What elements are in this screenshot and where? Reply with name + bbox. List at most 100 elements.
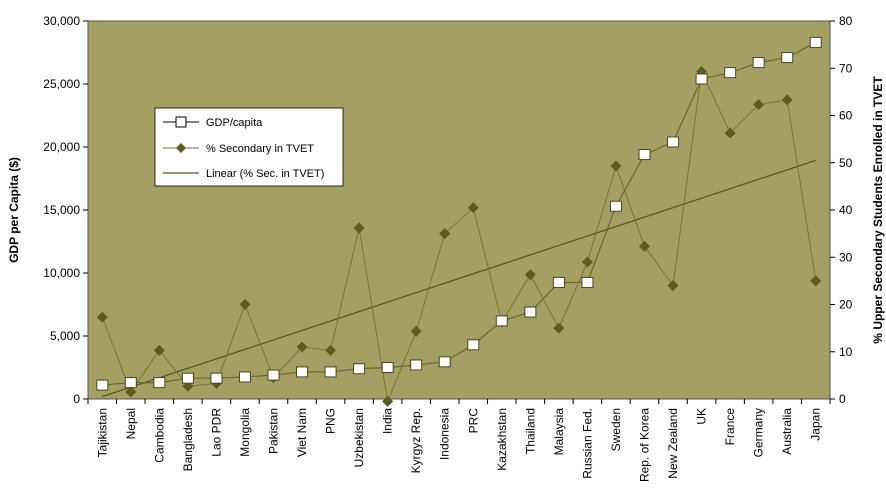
gdp-point bbox=[695, 73, 708, 85]
x-tick-label: France bbox=[723, 408, 737, 446]
x-tick-label: UK bbox=[695, 408, 709, 425]
y-tick-label: 10,000 bbox=[43, 266, 80, 280]
x-tick-label: Germany bbox=[752, 408, 766, 457]
y-tick-label: 30,000 bbox=[43, 14, 80, 28]
y2-tick-label: 20 bbox=[839, 298, 853, 312]
gdp-point bbox=[467, 339, 480, 351]
gdp-point bbox=[238, 371, 251, 383]
x-tick-label: New Zealand bbox=[666, 408, 680, 479]
gdp-point bbox=[495, 315, 508, 327]
x-tick-label: Kyrgyz Rep. bbox=[409, 408, 423, 473]
tvet-point bbox=[410, 325, 422, 337]
tvet-point bbox=[96, 311, 108, 323]
x-tick-label: Indonesia bbox=[438, 408, 452, 460]
y-tick-label: 5,000 bbox=[50, 329, 80, 343]
gdp-point bbox=[410, 359, 423, 371]
y-tick-label: 0 bbox=[73, 392, 80, 406]
tvet-point bbox=[667, 280, 679, 292]
tvet-point bbox=[524, 269, 536, 281]
x-tick-label: Viet Nam bbox=[295, 408, 309, 457]
y-tick-label: 25,000 bbox=[43, 77, 80, 91]
x-tick-label: Mongolia bbox=[238, 408, 252, 457]
y2-tick-label: 10 bbox=[839, 345, 853, 359]
tvet-point bbox=[296, 341, 308, 353]
gdp-point bbox=[210, 372, 223, 384]
tick-labels: 0 5,000 10,000 15,000 20,000 25,000 30,000 0 10 2… bbox=[43, 14, 852, 482]
axes bbox=[83, 20, 835, 404]
legend: GDP/capita % Secondary in TVET Linear (%… bbox=[154, 107, 344, 187]
legend-tvet-marker bbox=[176, 143, 186, 153]
y2-tick-label: 60 bbox=[839, 109, 853, 123]
legend-tvet-label: % Secondary in TVET bbox=[206, 143, 314, 155]
legend-linear-label: Linear (% Sec. in TVET) bbox=[206, 168, 324, 180]
tvet-point bbox=[553, 322, 565, 334]
y2-tick-label: 40 bbox=[839, 203, 853, 217]
x-tick-label: Rep. of Korea bbox=[638, 408, 652, 482]
gdp-point bbox=[267, 369, 280, 381]
gdp-point bbox=[638, 149, 651, 161]
x-tick-label: Nepal bbox=[124, 408, 138, 439]
gdp-point bbox=[524, 306, 537, 318]
tvet-point bbox=[153, 344, 165, 356]
y2-axis-title: % Upper Secondary Students Enrolled in T… bbox=[871, 76, 885, 344]
tvet-point bbox=[467, 202, 479, 214]
tvet-point bbox=[724, 127, 736, 139]
gdp-point bbox=[552, 276, 565, 288]
x-tick-label: Australia bbox=[780, 408, 794, 455]
y-tick-label: 15,000 bbox=[43, 203, 80, 217]
y2-tick-label: 80 bbox=[839, 14, 853, 28]
gdp-point bbox=[353, 363, 366, 375]
gdp-point bbox=[609, 200, 622, 212]
y-axis-title: GDP per Capita ($) bbox=[7, 157, 21, 263]
x-tick-label: PNG bbox=[324, 408, 338, 434]
gdp-point bbox=[153, 377, 166, 389]
x-tick-label: Uzbekistan bbox=[352, 408, 366, 467]
x-tick-label: Russian Fed. bbox=[580, 408, 594, 479]
gdp-point bbox=[124, 377, 137, 389]
x-tick-label: Tajikistan bbox=[95, 408, 109, 457]
tvet-point bbox=[239, 299, 251, 310]
gdp-point bbox=[438, 356, 451, 368]
gdp-point bbox=[96, 379, 109, 391]
gdp-point bbox=[581, 276, 594, 288]
series-tvet-line bbox=[101, 69, 817, 404]
x-tick-label: Lao PDR bbox=[209, 408, 223, 457]
x-tick-label: Pakistan bbox=[267, 408, 281, 454]
gdp-point bbox=[296, 366, 309, 378]
x-tick-label: Thailand bbox=[523, 408, 537, 454]
y2-tick-label: 30 bbox=[839, 250, 853, 264]
x-tick-label: Kazakhstan bbox=[495, 408, 509, 471]
tvet-point bbox=[610, 160, 622, 172]
gdp-point bbox=[809, 36, 822, 48]
tvet-point bbox=[810, 275, 822, 287]
x-tick-label: PRC bbox=[466, 408, 480, 434]
tvet-point bbox=[753, 99, 765, 111]
x-tick-label: Japan bbox=[809, 408, 823, 441]
tvet-point bbox=[353, 222, 365, 234]
series-layer bbox=[96, 36, 822, 407]
tvet-point bbox=[781, 94, 793, 106]
tvet-point bbox=[125, 386, 137, 398]
y-tick-label: 20,000 bbox=[43, 140, 80, 154]
x-tick-label: Cambodia bbox=[152, 408, 166, 463]
gdp-point bbox=[781, 52, 794, 64]
legend-gdp-label: GDP/capita bbox=[206, 117, 263, 129]
x-tick-label: India bbox=[381, 408, 395, 434]
y2-tick-label: 50 bbox=[839, 156, 853, 170]
x-tick-label: Sweden bbox=[609, 408, 623, 451]
y2-tick-label: 70 bbox=[839, 61, 853, 75]
legend-gdp-marker bbox=[175, 116, 187, 128]
x-tick-label: Malaysia bbox=[552, 408, 566, 456]
tvet-point bbox=[325, 344, 337, 356]
series-linear-trend-line bbox=[102, 159, 816, 398]
tvet-point bbox=[581, 256, 593, 268]
plot-area bbox=[87, 20, 831, 400]
x-tick-label: Bangladesh bbox=[181, 408, 195, 471]
gdp-point bbox=[324, 366, 337, 378]
tvet-point bbox=[439, 228, 451, 240]
tvet-point bbox=[639, 240, 650, 252]
tvet-point bbox=[382, 395, 394, 407]
gdp-point bbox=[752, 57, 765, 69]
